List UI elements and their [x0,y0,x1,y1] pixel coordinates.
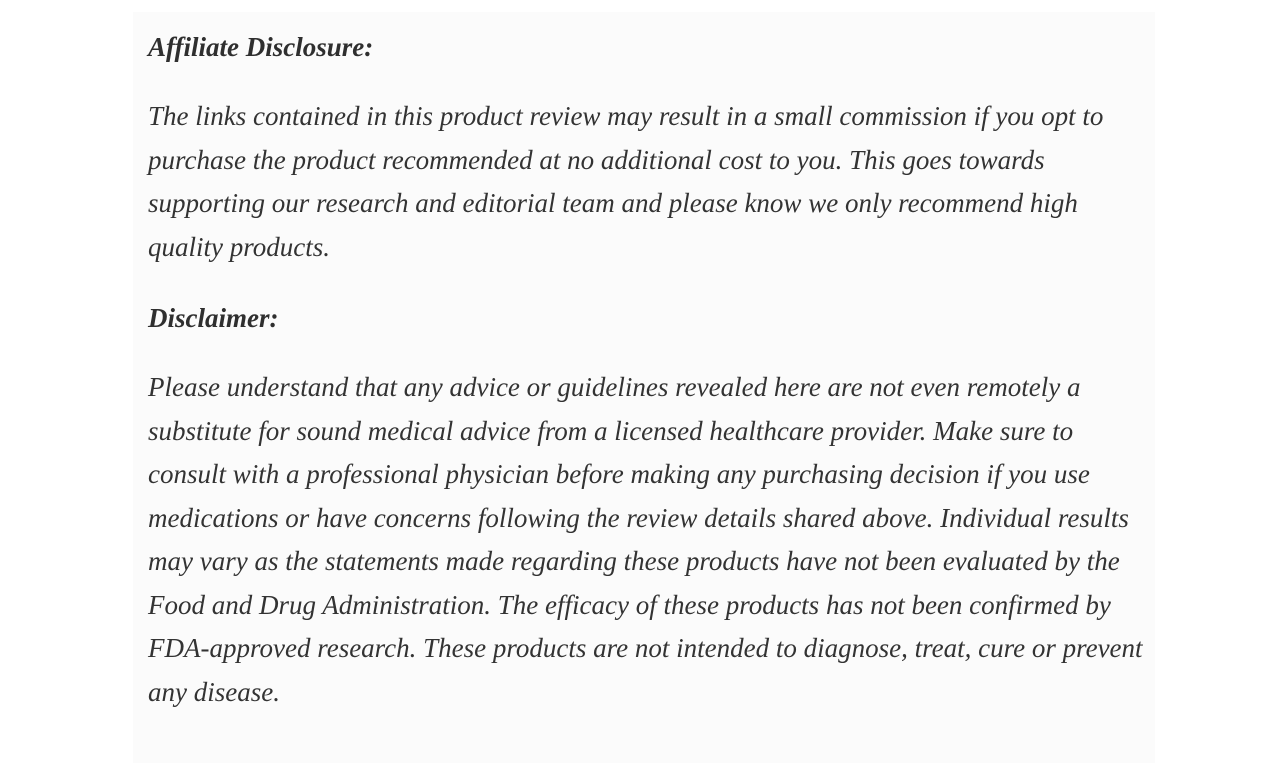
disclaimer-paragraph: Please understand that any advice or gui… [148,372,1143,707]
article-disclosure-panel: Affiliate Disclosure: The links containe… [133,12,1155,763]
affiliate-disclosure-heading: Affiliate Disclosure: [148,32,374,62]
affiliate-disclosure-paragraph: The links contained in this product revi… [148,101,1104,262]
disclaimer-heading: Disclaimer: [148,303,279,333]
